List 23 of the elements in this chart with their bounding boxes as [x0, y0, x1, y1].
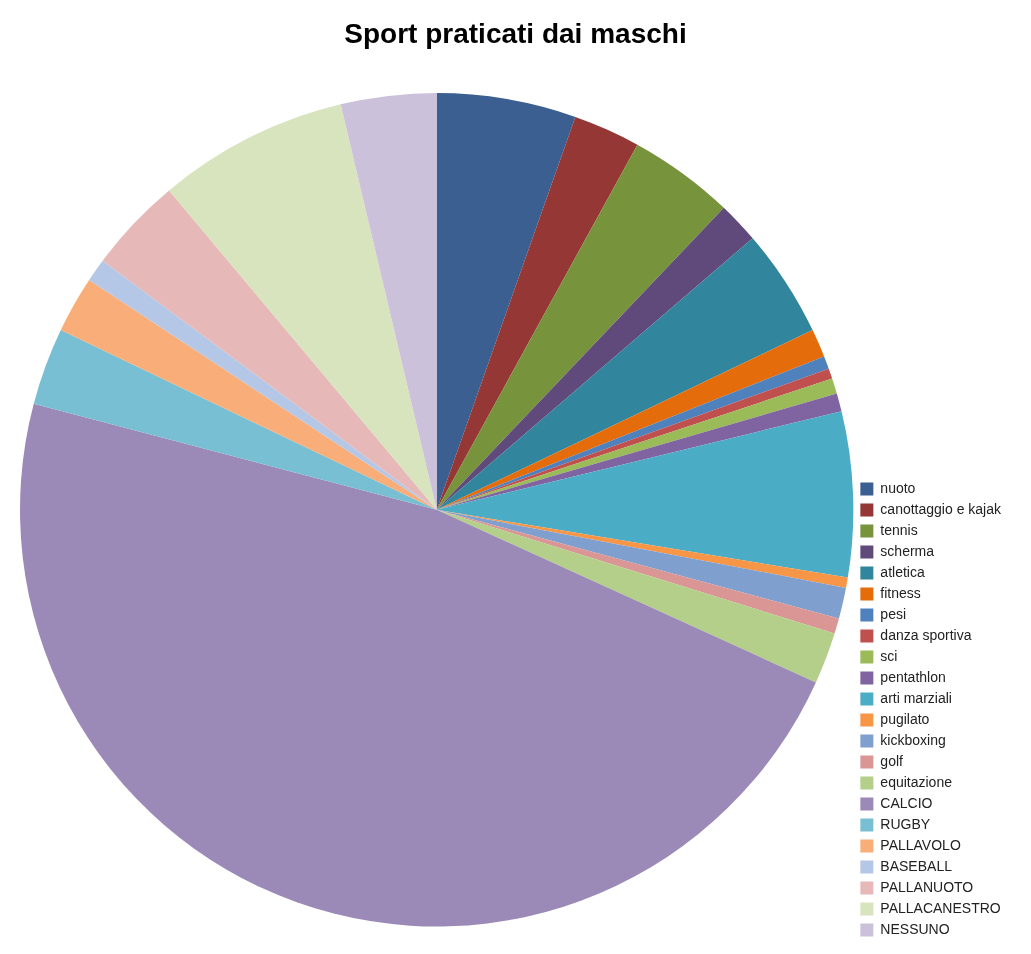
legend-label: PALLANUOTO [880, 878, 974, 895]
legend-label: PALLAVOLO [880, 836, 961, 853]
legend-label: NESSUNO [880, 920, 950, 937]
legend-label: scherma [880, 542, 935, 559]
legend-label: danza sportiva [880, 626, 972, 643]
legend-label: pesi [880, 605, 907, 622]
legend-label: atletica [880, 563, 925, 580]
legend-label: fitness [880, 584, 921, 601]
legend-label: canottaggio e kajak [880, 500, 1002, 517]
legend-label: nuoto [880, 479, 916, 496]
legend-label: CALCIO [880, 794, 933, 811]
legend-label: golf [880, 752, 904, 769]
legend-label: pentathlon [880, 668, 946, 685]
legend-label: tennis [880, 521, 918, 538]
chart-title: Sport praticati dai maschi [344, 17, 687, 49]
legend-label: arti marziali [880, 689, 952, 706]
legend-label: BASEBALL [880, 857, 953, 874]
legend-label: RUGBY [880, 815, 931, 832]
legend-label: PALLACANESTRO [880, 899, 1001, 916]
legend-label: pugilato [880, 710, 930, 727]
legend-label: equitazione [880, 773, 953, 790]
legend-label: sci [880, 647, 898, 664]
legend-label: kickboxing [880, 731, 946, 748]
